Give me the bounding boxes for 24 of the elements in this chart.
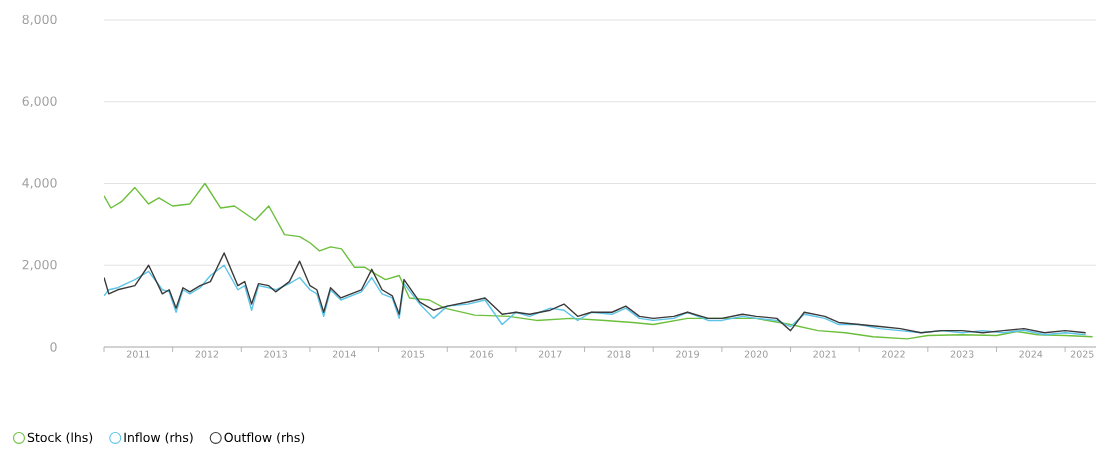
x-tick-label: 2024 (1019, 350, 1043, 358)
legend-label: Stock (lhs) (27, 432, 93, 444)
x-tick-label: 2021 (813, 350, 837, 358)
x-tick-label: 2017 (538, 350, 562, 358)
line-series (104, 252, 1087, 334)
y-tick-label: 8,000 (22, 14, 57, 26)
x-tick-label: 2012 (195, 350, 219, 358)
x-tick-label: 2011 (126, 350, 150, 358)
y-tick-label: 4,000 (22, 178, 57, 189)
x-tick-label: 2019 (676, 350, 699, 358)
x-tick-label: 2013 (264, 350, 287, 358)
x-tick-label: 2018 (607, 350, 631, 358)
x-tick-label: 2014 (332, 350, 356, 358)
x-tick-label: 2025 (1070, 350, 1094, 358)
x-tick-label: 2022 (882, 350, 905, 358)
legend-label: Outflow (rhs) (224, 432, 305, 444)
y-tick-label: 0 (50, 342, 57, 352)
x-tick-label: 2023 (950, 350, 974, 358)
x-tick-label: 2020 (744, 350, 768, 358)
y-tick-label: 2,000 (22, 259, 57, 271)
x-tick-label: 2016 (470, 350, 494, 358)
legend-label: Inflow (rhs) (124, 432, 193, 444)
y-tick-label: 6,000 (22, 96, 57, 108)
x-tick-label: 2015 (401, 350, 425, 358)
